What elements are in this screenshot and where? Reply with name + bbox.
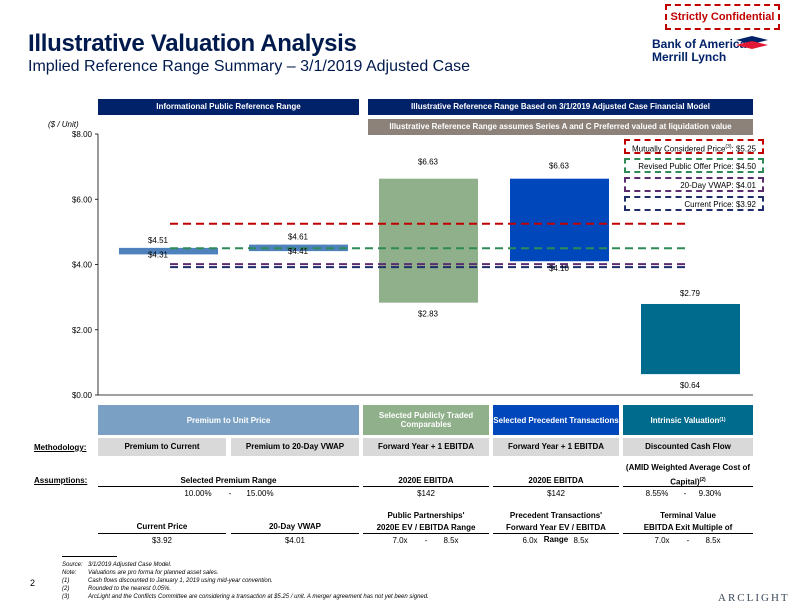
- meth-comps: Forward Year + 1 EBITDA: [363, 438, 489, 456]
- legend-20day-vwap: 20-Day VWAP: $4.01: [624, 177, 764, 192]
- th-precedent: Selected Precedent Transactions: [493, 405, 619, 435]
- y-tick-label: $8.00: [72, 130, 93, 139]
- footnote: (2) Rounded to the nearest 0.05%.: [62, 586, 172, 592]
- th-public-comps: Selected Publicly Traded Comparables: [363, 405, 489, 435]
- bar-high-label: $6.63: [549, 162, 570, 171]
- current-price-value: $3.92: [151, 536, 173, 545]
- footnote: (1) Cash flows discounted to January 1, 2…: [62, 578, 273, 584]
- logo-line-2: Merrill Lynch: [652, 50, 727, 64]
- bar-2: [249, 244, 348, 252]
- th-premium-unit-price: Premium to Unit Price: [98, 405, 359, 435]
- footnote: Source: 3/1/2019 Adjusted Case Model.: [62, 562, 172, 568]
- legend-current-price: Current Price: $3.92: [624, 196, 764, 211]
- rule: [623, 486, 753, 487]
- comps-multiple-header: Public Partnerships' 2020E EV / EBITDA Ra…: [376, 511, 476, 532]
- meth-precedent: Forward Year + 1 EBITDA: [493, 438, 619, 456]
- dcf-mult-low: 7.0x: [654, 536, 670, 545]
- dcf-multiple-header: Terminal Value EBITDA Exit Multiple of: [643, 511, 733, 532]
- meth-premium-current: Premium to Current: [98, 438, 226, 456]
- dash: -: [554, 536, 558, 545]
- bar-low-label: $2.83: [418, 310, 439, 319]
- section-assumes: Illustrative Reference Range assumes Ser…: [368, 119, 753, 135]
- bar-high-label: $2.79: [680, 289, 701, 298]
- meth-premium-vwap: Premium to 20-Day VWAP: [231, 438, 359, 456]
- rule: [493, 533, 619, 534]
- bar-high-label: $6.63: [418, 158, 439, 167]
- bar-high-label: $4.61: [288, 233, 309, 242]
- dcf-mult-high: 8.5x: [705, 536, 721, 545]
- bar-5: [641, 303, 740, 375]
- dcf-low: 8.55%: [645, 489, 669, 498]
- prec-high: 8.5x: [573, 536, 589, 545]
- reference-legend: Mutually Considered Price(3): $5.25 Revi…: [624, 139, 764, 211]
- methodology-label: Methodology:: [34, 443, 87, 452]
- legend-mutually-considered: Mutually Considered Price(3): $5.25: [624, 139, 764, 154]
- rule: [98, 486, 359, 487]
- page-subtitle: Implied Reference Range Summary – 3/1/20…: [28, 58, 471, 75]
- section-informational: Informational Public Reference Range: [98, 99, 359, 115]
- assump-dcf-header: (AMID Weighted Average Cost of Capital)(2…: [625, 463, 751, 487]
- bar-low-label: $4.41: [288, 247, 309, 256]
- section-illustrative: Illustrative Reference Range Based on 3/…: [368, 99, 753, 115]
- bar-1: [119, 247, 218, 255]
- footnote-rule: [62, 556, 117, 557]
- bar-low-label: $4.31: [148, 250, 169, 259]
- assumptions-label: Assumptions:: [34, 476, 88, 485]
- vwap-value: $4.01: [284, 536, 306, 545]
- assump-premium-header: Selected Premium Range: [180, 476, 277, 485]
- vwap-header: 20-Day VWAP: [268, 522, 322, 531]
- dcf-high: 9.30%: [698, 489, 722, 498]
- footnote: Note: Valuations are pro forma for planne…: [62, 570, 219, 576]
- bank-logo: Bank of America Merrill Lynch: [652, 38, 746, 64]
- y-tick-label: $4.00: [72, 261, 93, 270]
- comps-low: 7.0x: [392, 536, 408, 545]
- page-title: Illustrative Valuation Analysis: [28, 30, 357, 57]
- y-tick-label: $0.00: [72, 391, 93, 400]
- dash: -: [228, 489, 232, 498]
- bar-low-label: $4.10: [549, 264, 570, 273]
- legend-revised-offer: Revised Public Offer Price: $4.50: [624, 158, 764, 173]
- premium-high: 15.00%: [246, 489, 274, 498]
- logo-line-1: Bank of America: [652, 37, 747, 51]
- meth-dcf: Discounted Cash Flow: [623, 438, 753, 456]
- premium-low: 10.00%: [184, 489, 212, 498]
- prec-low: 6.0x: [522, 536, 538, 545]
- rule: [98, 533, 226, 534]
- th-intrinsic: Intrinsic Valuation (1): [623, 405, 753, 435]
- rule: [623, 533, 753, 534]
- confidential-stamp: Strictly Confidential: [665, 4, 780, 30]
- flag-icon: [736, 36, 768, 49]
- footnote: (3) ArcLight and the Conflicts Committee …: [62, 594, 429, 600]
- bar-low-label: $0.64: [680, 381, 701, 390]
- rule: [493, 486, 619, 487]
- y-tick-label: $2.00: [72, 326, 93, 335]
- assump-precedent-header: 2020E EBITDA: [528, 476, 584, 485]
- y-axis-unit: ($ / Unit): [48, 120, 79, 129]
- y-tick-label: $6.00: [72, 195, 93, 204]
- rule: [363, 533, 489, 534]
- bar-high-label: $4.51: [148, 236, 169, 245]
- page-number: 2: [30, 578, 36, 588]
- comps-ebitda: $142: [417, 489, 435, 498]
- bar-3: [379, 178, 478, 303]
- assump-comps-header: 2020E EBITDA: [398, 476, 454, 485]
- precedent-multiple-header: Precedent Transactions' Forward Year EV /…: [506, 511, 606, 544]
- dash: -: [686, 536, 690, 545]
- footnotes: Source: 3/1/2019 Adjusted Case Model. Note…: [62, 561, 662, 601]
- dash: -: [424, 536, 428, 545]
- comps-high: 8.5x: [443, 536, 459, 545]
- rule: [363, 486, 489, 487]
- dash: -: [683, 489, 687, 498]
- rule: [231, 533, 359, 534]
- precedent-ebitda: $142: [547, 489, 565, 498]
- arclight-logo: ARCLIGHT: [718, 592, 790, 604]
- current-price-header: Current Price: [136, 522, 188, 531]
